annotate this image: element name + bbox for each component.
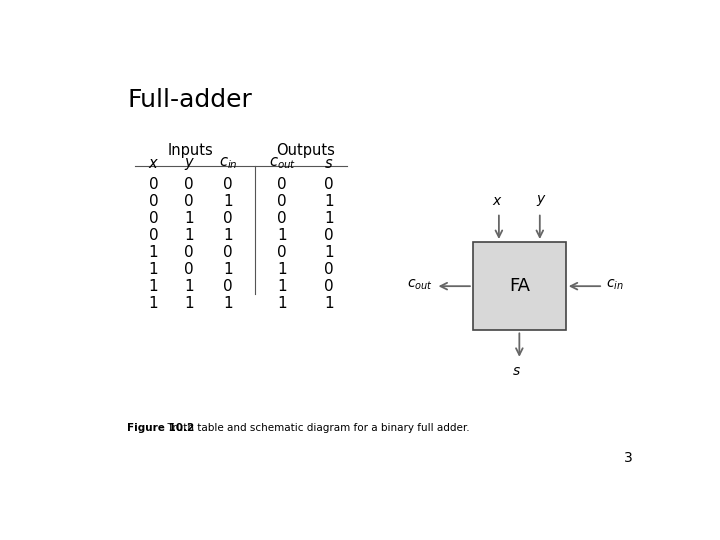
Text: $\mathit{c}_{\mathit{out}}$: $\mathit{c}_{\mathit{out}}$ [269,156,296,171]
Text: 0: 0 [324,228,333,243]
Text: 0: 0 [324,279,333,294]
Text: $\mathit{y}$: $\mathit{y}$ [184,156,195,172]
Text: 0: 0 [223,177,233,192]
Text: 0: 0 [277,211,287,226]
Text: 0: 0 [277,245,287,260]
Text: $\mathit{c}_{\mathit{in}}$: $\mathit{c}_{\mathit{in}}$ [219,156,238,171]
Text: 0: 0 [223,279,233,294]
Text: 1: 1 [223,194,233,209]
Text: $\mathit{c}_{\mathit{in}}$: $\mathit{c}_{\mathit{in}}$ [606,278,624,292]
Text: 1: 1 [184,296,194,311]
Text: Figure 10.2: Figure 10.2 [127,423,194,433]
Text: 0: 0 [184,194,194,209]
Text: $\mathit{s}$: $\mathit{s}$ [324,156,333,171]
Text: 1: 1 [277,296,287,311]
Text: Truth table and schematic diagram for a binary full adder.: Truth table and schematic diagram for a … [161,423,470,433]
Text: 0: 0 [149,228,158,243]
Text: $\mathit{x}$: $\mathit{x}$ [148,156,159,171]
Text: 1: 1 [149,279,158,294]
Text: 0: 0 [184,177,194,192]
Text: 1: 1 [324,296,333,311]
Text: 0: 0 [324,177,333,192]
Text: Inputs: Inputs [168,143,214,158]
Text: $\mathit{s}$: $\mathit{s}$ [512,364,521,379]
Text: 1: 1 [277,279,287,294]
Text: 1: 1 [223,296,233,311]
Text: 0: 0 [149,194,158,209]
Text: 1: 1 [149,245,158,260]
Text: $\mathit{c}_{\mathit{out}}$: $\mathit{c}_{\mathit{out}}$ [407,278,433,292]
Text: 0: 0 [223,245,233,260]
Text: 0: 0 [277,177,287,192]
Text: FA: FA [509,277,530,295]
Text: 1: 1 [324,245,333,260]
Text: 1: 1 [223,228,233,243]
Text: 0: 0 [149,211,158,226]
Text: 3: 3 [624,451,632,465]
Text: 1: 1 [184,228,194,243]
Text: 1: 1 [184,279,194,294]
Text: $\mathit{y}$: $\mathit{y}$ [536,193,546,208]
Text: 0: 0 [277,194,287,209]
Text: 1: 1 [149,296,158,311]
Text: Full-adder: Full-adder [127,88,252,112]
Text: 1: 1 [324,194,333,209]
Text: 1: 1 [277,262,287,277]
Text: Outputs: Outputs [276,143,335,158]
Text: 1: 1 [184,211,194,226]
Text: $\mathit{x}$: $\mathit{x}$ [492,194,503,208]
Text: 1: 1 [277,228,287,243]
Text: 1: 1 [223,262,233,277]
Text: 1: 1 [324,211,333,226]
Text: 0: 0 [223,211,233,226]
Text: 0: 0 [149,177,158,192]
Bar [473,242,566,330]
Text: 0: 0 [324,262,333,277]
Text: 0: 0 [184,262,194,277]
Text: 0: 0 [184,245,194,260]
Text: 1: 1 [149,262,158,277]
